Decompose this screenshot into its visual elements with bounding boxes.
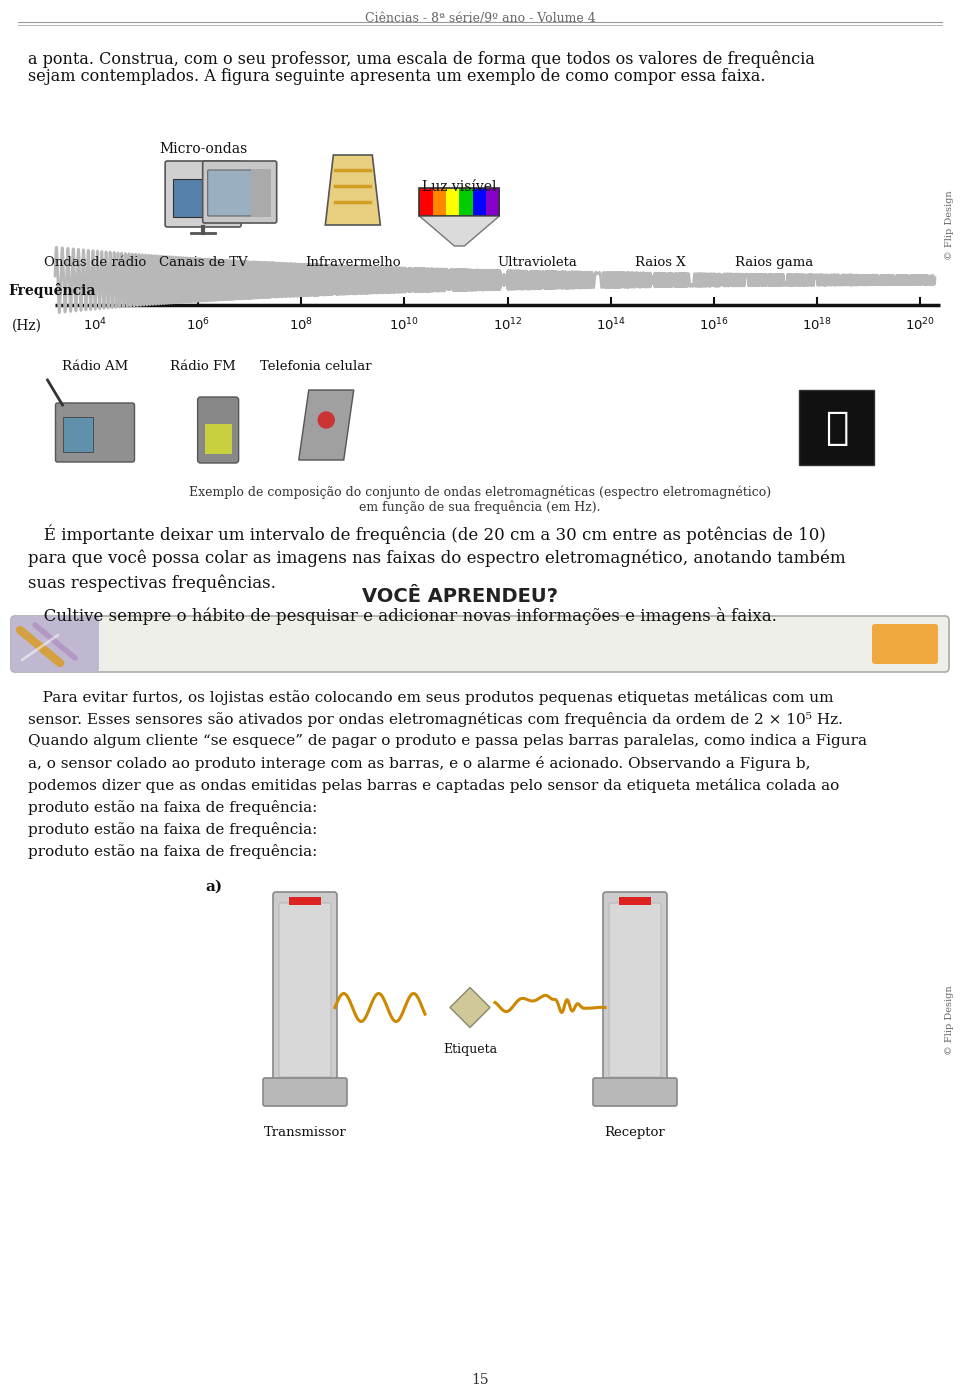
Bar xyxy=(251,169,271,217)
Text: © Flip Design: © Flip Design xyxy=(946,190,954,260)
Text: © Flip Design: © Flip Design xyxy=(946,985,954,1055)
Bar xyxy=(173,179,223,217)
Bar xyxy=(472,187,487,217)
Text: Ondas de rádio: Ondas de rádio xyxy=(44,255,146,269)
Text: Transmissor: Transmissor xyxy=(264,1126,347,1140)
Text: Infravermelho: Infravermelho xyxy=(305,255,400,269)
Text: a, o sensor colado ao produto interage com as barras, e o alarme é acionado. Obs: a, o sensor colado ao produto interage c… xyxy=(28,756,810,770)
Text: $10^{16}$: $10^{16}$ xyxy=(699,316,729,333)
Text: $10^{10}$: $10^{10}$ xyxy=(390,316,420,333)
Text: em função de sua frequência (em Hz).: em função de sua frequência (em Hz). xyxy=(359,500,601,514)
Text: Raios gama: Raios gama xyxy=(734,255,813,269)
FancyBboxPatch shape xyxy=(56,403,134,462)
Text: $10^{18}$: $10^{18}$ xyxy=(802,316,832,333)
FancyBboxPatch shape xyxy=(593,1078,677,1106)
Text: VOCÊ APRENDEU?: VOCÊ APRENDEU? xyxy=(362,587,558,605)
Text: Rádio FM: Rádio FM xyxy=(170,359,236,373)
Bar xyxy=(800,390,875,465)
Bar xyxy=(460,187,473,217)
FancyBboxPatch shape xyxy=(603,892,667,1083)
Text: Para evitar furtos, os lojistas estão colocando em seus produtos pequenas etique: Para evitar furtos, os lojistas estão co… xyxy=(28,690,833,705)
Circle shape xyxy=(319,412,334,428)
Bar xyxy=(289,897,321,905)
Text: Canais de TV: Canais de TV xyxy=(158,255,248,269)
Text: Exemplo de composição do conjunto de ondas eletromagnéticas (espectro eletromagn: Exemplo de composição do conjunto de ond… xyxy=(189,484,771,498)
Text: Rádio AM: Rádio AM xyxy=(61,359,128,373)
Text: sejam contemplados. A figura seguinte apresenta um exemplo de como compor essa f: sejam contemplados. A figura seguinte ap… xyxy=(28,68,765,85)
FancyBboxPatch shape xyxy=(11,616,99,672)
Bar xyxy=(420,187,433,217)
Text: $10^{8}$: $10^{8}$ xyxy=(289,316,313,333)
Bar xyxy=(619,897,651,905)
Text: ✋: ✋ xyxy=(826,408,849,447)
Text: produto estão na faixa de frequência:: produto estão na faixa de frequência: xyxy=(28,799,318,815)
Text: ❯: ❯ xyxy=(896,587,914,609)
Text: Micro-ondas: Micro-ondas xyxy=(159,142,248,155)
Text: Raios X: Raios X xyxy=(636,255,686,269)
FancyBboxPatch shape xyxy=(872,625,938,663)
Text: 15: 15 xyxy=(471,1373,489,1387)
Text: Ciências - 8ª série/9º ano - Volume 4: Ciências - 8ª série/9º ano - Volume 4 xyxy=(365,12,595,25)
Text: a): a) xyxy=(205,880,222,894)
Text: $10^{20}$: $10^{20}$ xyxy=(905,316,935,333)
Text: Frequência: Frequência xyxy=(8,283,95,298)
Bar xyxy=(486,187,500,217)
Bar xyxy=(433,187,446,217)
Text: Receptor: Receptor xyxy=(605,1126,665,1140)
FancyBboxPatch shape xyxy=(263,1078,347,1106)
FancyBboxPatch shape xyxy=(165,161,241,228)
Text: a ponta. Construa, com o seu professor, uma escala de forma que todos os valores: a ponta. Construa, com o seu professor, … xyxy=(28,50,815,68)
Polygon shape xyxy=(420,217,499,246)
Text: sensor. Esses sensores são ativados por ondas eletromagnéticas com frequência da: sensor. Esses sensores são ativados por … xyxy=(28,712,843,727)
Text: $10^{6}$: $10^{6}$ xyxy=(186,316,210,333)
Text: suas respectivas frequências.: suas respectivas frequências. xyxy=(28,575,276,591)
Bar xyxy=(204,423,231,454)
Text: Ultravioleta: Ultravioleta xyxy=(497,255,577,269)
Text: (Hz): (Hz) xyxy=(12,319,42,333)
Text: Cultive sempre o hábito de pesquisar e adicionar novas informações e imagens à f: Cultive sempre o hábito de pesquisar e a… xyxy=(28,607,777,625)
Polygon shape xyxy=(325,155,380,225)
Text: produto estão na faixa de frequência:: produto estão na faixa de frequência: xyxy=(28,844,318,859)
Text: Quando algum cliente “se esquece” de pagar o produto e passa pelas barras parale: Quando algum cliente “se esquece” de pag… xyxy=(28,734,867,748)
Text: para que você possa colar as imagens nas faixas do espectro eletromagnético, ano: para que você possa colar as imagens nas… xyxy=(28,550,846,566)
Text: Telefonia celular: Telefonia celular xyxy=(260,359,372,373)
FancyBboxPatch shape xyxy=(198,397,239,464)
Text: Etiqueta: Etiqueta xyxy=(443,1042,497,1055)
Text: podemos dizer que as ondas emitidas pelas barras e captadas pelo sensor da etiqu: podemos dizer que as ondas emitidas pela… xyxy=(28,779,839,793)
Text: $10^{12}$: $10^{12}$ xyxy=(492,316,522,333)
FancyBboxPatch shape xyxy=(203,161,276,223)
Text: $10^{14}$: $10^{14}$ xyxy=(595,316,626,333)
FancyBboxPatch shape xyxy=(609,904,661,1077)
Polygon shape xyxy=(450,987,490,1027)
Text: Luz visível: Luz visível xyxy=(422,180,496,194)
Bar xyxy=(446,187,460,217)
FancyBboxPatch shape xyxy=(279,904,331,1077)
FancyBboxPatch shape xyxy=(207,169,252,217)
Text: produto estão na faixa de frequência:: produto estão na faixa de frequência: xyxy=(28,822,318,837)
Polygon shape xyxy=(299,390,353,459)
FancyBboxPatch shape xyxy=(11,616,949,672)
FancyBboxPatch shape xyxy=(273,892,337,1083)
Bar xyxy=(62,416,92,452)
Bar xyxy=(420,187,499,217)
Text: É importante deixar um intervalo de frequência (de 20 cm a 30 cm entre as potênc: É importante deixar um intervalo de freq… xyxy=(28,525,826,544)
Text: $10^{4}$: $10^{4}$ xyxy=(83,316,108,333)
